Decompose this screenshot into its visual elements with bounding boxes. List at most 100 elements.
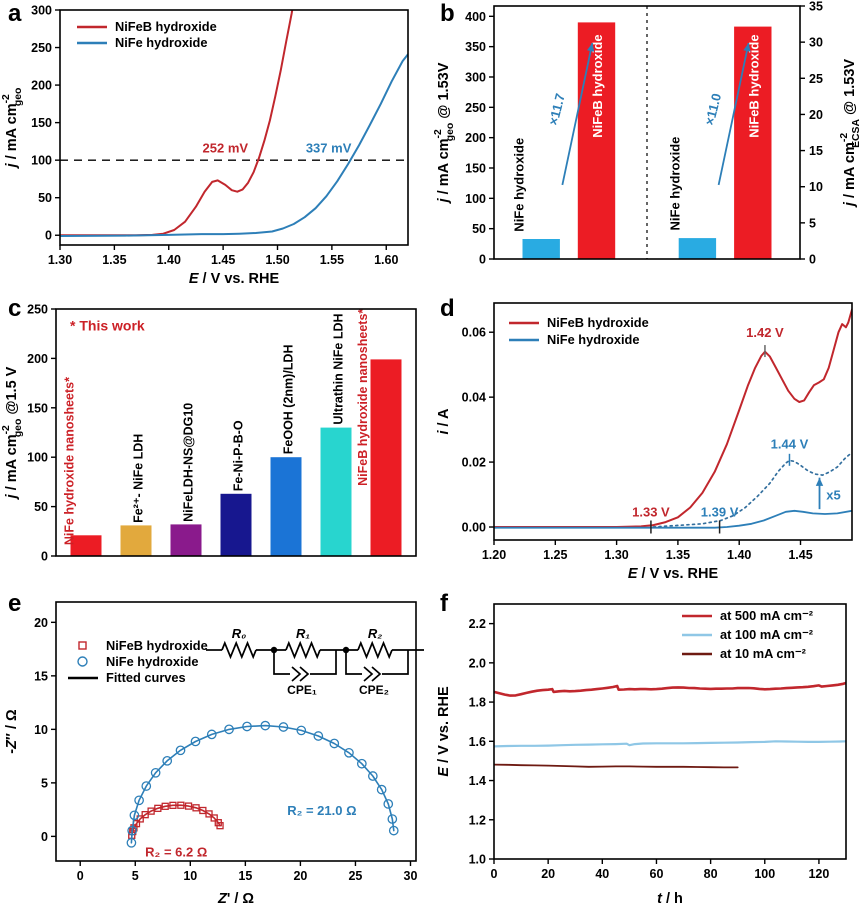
f-y-tick-label: 2.0: [469, 656, 486, 670]
b-annotation-4: NiFe hydroxide: [668, 137, 683, 231]
e-node-dot: [342, 646, 350, 654]
e-resistor-r1: [285, 640, 321, 660]
f-y-tick-label: 2.2: [469, 617, 486, 631]
d-y-axis-title: i / A: [436, 408, 452, 435]
e-marker-circle: [313, 731, 324, 741]
e-marker-circle: [344, 747, 354, 758]
e-marker-circle: [260, 720, 271, 731]
e-x-tick-label: 15: [238, 869, 252, 883]
e-y-tick-label: 20: [34, 616, 48, 630]
e-x-tick-label: 20: [293, 869, 307, 883]
f-x-tick-label: 120: [808, 867, 829, 881]
f-y-axis-title: E / V vs. RHE: [436, 686, 452, 777]
a-y-tick-label: 100: [31, 154, 52, 168]
f-series-0: [494, 681, 846, 697]
e-cpe1-branch: [310, 650, 337, 675]
d-x-tick-label: 1.45: [788, 548, 812, 562]
c-bar-0: [70, 535, 102, 556]
f-legend-label-0: at 500 mA cm⁻²: [720, 608, 813, 623]
b-y2-tick-label: 35: [809, 0, 823, 14]
e-x-tick-label: 30: [404, 869, 418, 883]
e-inset-label-cpe1: CPE₁: [287, 683, 317, 697]
e-x-axis-title: Z' / Ω: [217, 891, 254, 907]
panel-e-letter: e: [8, 590, 22, 617]
c-bar-6: [370, 359, 402, 556]
e-y-tick-label: 0: [41, 830, 48, 844]
a-x-tick-label: 1.60: [374, 253, 398, 267]
b-y-tick-label: 100: [465, 192, 486, 206]
d-x-tick-label: 1.25: [543, 548, 567, 562]
a-legend-label-1: NiFe hydroxide: [115, 35, 207, 50]
f-series-line-0: [494, 681, 846, 697]
e-legend-sample-circle: [77, 656, 88, 667]
a-series-line-0: [60, 10, 294, 237]
a-x-tick-label: 1.55: [320, 253, 344, 267]
a-x-tick-label: 1.45: [211, 253, 235, 267]
d-x-tick-label: 1.40: [727, 548, 751, 562]
d-series-line-2: [652, 451, 852, 528]
e-marker-circle: [150, 767, 161, 778]
panel-f: f 0 20 40 60 80 100 120 1.0 1.2 1.4 1.6 1.8 2.0 2.2 t …: [432, 590, 864, 915]
f-x-tick-label: 40: [595, 867, 609, 881]
d-legend-label-1: NiFe hydroxide: [547, 332, 639, 347]
panel-c-canvas: NiFe hydroxide nanosheets* Fe²⁺- NiFe LDH…: [1, 303, 417, 564]
e-marker-square: [161, 802, 169, 810]
e-series-1: [126, 720, 399, 848]
b-bar-0: [522, 239, 560, 259]
b-y-axis-title: j / mA cm-2geo @ 1.53V: [433, 62, 456, 204]
e-cpe2-branch-cpe-icon: [371, 666, 382, 682]
f-y-tick-label: 1.2: [469, 813, 486, 827]
b-arrowhead: [587, 43, 595, 52]
e-cpe2-branch: [382, 650, 409, 675]
e-marker-circle: [162, 755, 173, 766]
f-x-axis-title: t / h: [657, 891, 683, 907]
panel-b: b 0 50 100 150 200 250 300 350 400 0 5 10 15 20 25 30 35…: [432, 0, 864, 295]
f-y-tick-label: 1.8: [469, 696, 486, 710]
a-annotation-1: 337 mV: [306, 141, 352, 156]
e-series-line-0: [130, 804, 221, 837]
b-y-tick-label: 350: [465, 40, 486, 54]
b-bar-3: [734, 26, 772, 259]
a-x-tick-label: 1.30: [48, 253, 72, 267]
e-legend-label-0: NiFeB hydroxide: [106, 638, 208, 653]
f-series-line-1: [494, 740, 846, 748]
panel-a-canvas: 1.30 1.35 1.40 1.45 1.50 1.55 1.60 0 50 100 150 200…: [1, 4, 409, 287]
e-y-axis-title: -Z″ / Ω: [4, 709, 20, 754]
c-annotation-bar-label-3: Fe-Ni-P-B-O: [232, 420, 246, 491]
d-legend-label-0: NiFeB hydroxide: [547, 315, 649, 330]
panel-b-letter: b: [440, 0, 455, 27]
a-y-axis-title: j / mA cm-2geo: [1, 88, 24, 170]
a-y-tick-label: 300: [31, 4, 52, 18]
b-y2-tick-label: 30: [809, 36, 823, 50]
e-marker-circle: [376, 784, 387, 795]
d-series-1: [494, 509, 852, 529]
e-marker-circle: [206, 729, 217, 740]
e-inset-label-cpe2: CPE₂: [359, 683, 389, 697]
c-annotation-bar-label-4: FeOOH (2nm)/LDH: [282, 345, 296, 455]
e-inset-label-r1: R₁: [296, 626, 310, 641]
b-y-tick-label: 250: [465, 101, 486, 115]
e-y-tick-label: 10: [34, 723, 48, 737]
panel-f-canvas: 0 20 40 60 80 100 120 1.0 1.2 1.4 1.6 1.8 2.0 2.2 t / …: [436, 603, 847, 907]
f-x-tick-label: 80: [704, 867, 718, 881]
e-inset-label-r2: R₂: [368, 626, 382, 641]
f-frame: [493, 603, 847, 860]
e-marker-circle: [224, 724, 234, 735]
c-y-tick-label: 50: [34, 500, 48, 514]
e-annotation-0: R₂ = 6.2 Ω: [145, 845, 207, 860]
e-marker-circle: [367, 771, 378, 781]
f-legend-label-2: at 10 mA cm⁻²: [720, 646, 806, 661]
e-cpe1-branch-cpe-icon: [291, 666, 302, 682]
e-inset-label-r0: R₀: [232, 626, 247, 641]
e-marker-circle: [356, 758, 367, 769]
e-marker-square: [216, 822, 224, 830]
e-legend-label-2: Fitted curves: [106, 670, 186, 685]
panel-c-letter: c: [8, 295, 22, 322]
e-x-tick-label: 10: [183, 869, 197, 883]
b-y2-tick-label: 20: [809, 108, 823, 122]
e-marker-square: [184, 802, 193, 810]
e-marker-circle: [383, 799, 394, 809]
d-x-tick-label: 1.30: [604, 548, 628, 562]
